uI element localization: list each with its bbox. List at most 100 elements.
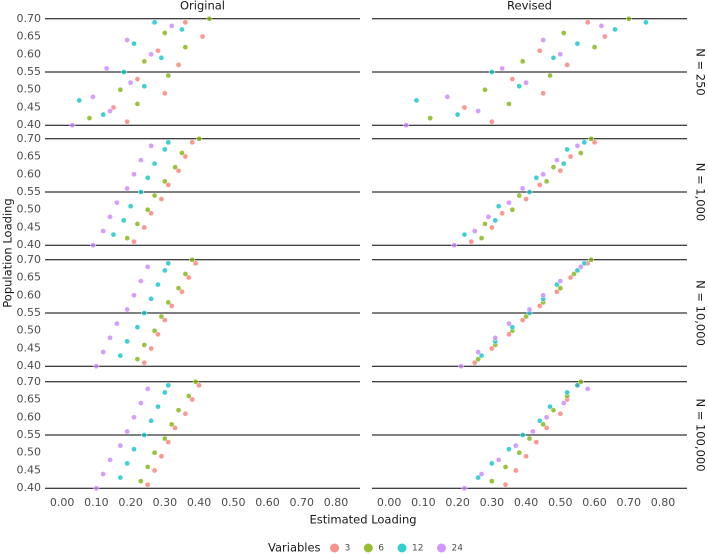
point bbox=[550, 164, 557, 171]
point bbox=[643, 19, 649, 26]
point bbox=[488, 118, 495, 125]
x-axis-label: Estimated Loading bbox=[309, 513, 416, 527]
point bbox=[107, 108, 113, 114]
point bbox=[134, 101, 141, 107]
point bbox=[90, 93, 96, 100]
y-tick-label: 0.60 bbox=[17, 410, 42, 423]
point bbox=[141, 58, 148, 65]
point bbox=[536, 303, 543, 309]
point bbox=[588, 135, 594, 142]
point bbox=[536, 417, 543, 424]
point bbox=[165, 72, 172, 79]
point bbox=[488, 224, 495, 231]
point bbox=[557, 167, 564, 174]
point bbox=[502, 464, 509, 470]
point bbox=[192, 260, 199, 267]
point bbox=[151, 19, 158, 26]
point bbox=[499, 65, 505, 72]
x-tick-label: 0.50 bbox=[221, 496, 246, 509]
point bbox=[533, 439, 540, 445]
y-tick-label: 0.70 bbox=[17, 253, 42, 266]
point bbox=[567, 274, 574, 281]
point bbox=[141, 83, 148, 90]
point bbox=[151, 160, 158, 167]
point bbox=[124, 185, 131, 192]
point bbox=[523, 196, 529, 202]
point bbox=[124, 338, 131, 345]
point bbox=[591, 139, 598, 146]
point bbox=[161, 90, 168, 97]
point bbox=[543, 414, 550, 421]
point bbox=[117, 352, 124, 359]
point bbox=[158, 196, 165, 202]
point bbox=[492, 334, 499, 341]
point bbox=[574, 40, 581, 47]
point bbox=[182, 153, 189, 160]
point bbox=[475, 108, 481, 114]
y-tick-label: 0.55 bbox=[17, 185, 42, 198]
point bbox=[550, 407, 557, 414]
point bbox=[581, 260, 588, 267]
legend-label: 12 bbox=[412, 544, 423, 554]
point bbox=[526, 306, 533, 313]
point bbox=[100, 471, 107, 477]
point bbox=[478, 352, 485, 359]
point bbox=[560, 400, 567, 406]
point bbox=[151, 467, 158, 474]
point bbox=[148, 295, 154, 302]
point bbox=[138, 157, 144, 163]
point bbox=[540, 171, 547, 178]
point bbox=[502, 481, 509, 488]
point bbox=[601, 33, 608, 40]
point bbox=[506, 331, 512, 338]
point bbox=[557, 285, 564, 292]
row-label: N = 100,000 bbox=[694, 398, 708, 471]
point bbox=[519, 432, 526, 438]
point bbox=[588, 256, 594, 263]
point bbox=[557, 51, 564, 58]
point bbox=[158, 453, 165, 460]
point bbox=[584, 19, 591, 26]
point bbox=[506, 446, 512, 453]
point bbox=[141, 224, 148, 231]
point bbox=[168, 421, 175, 428]
point bbox=[131, 292, 137, 299]
x-tick-label: 0.20 bbox=[445, 496, 470, 509]
legend-swatch bbox=[330, 543, 340, 553]
point bbox=[557, 410, 564, 417]
y-tick-label: 0.50 bbox=[17, 83, 42, 96]
point bbox=[134, 76, 141, 82]
point bbox=[165, 299, 172, 306]
point bbox=[120, 217, 127, 224]
point bbox=[547, 403, 553, 410]
point bbox=[120, 69, 127, 75]
point bbox=[554, 288, 560, 295]
point bbox=[578, 378, 584, 385]
point bbox=[206, 15, 213, 22]
point bbox=[103, 65, 110, 72]
x-tick-label: 0.00 bbox=[50, 496, 75, 509]
point bbox=[495, 203, 502, 210]
point bbox=[567, 153, 574, 160]
point bbox=[461, 104, 468, 111]
point bbox=[93, 485, 100, 492]
point bbox=[179, 26, 185, 33]
point bbox=[141, 310, 148, 316]
x-tick-label: 0.30 bbox=[153, 496, 178, 509]
x-tick-label: 0.00 bbox=[377, 496, 402, 509]
point bbox=[172, 425, 178, 431]
y-tick-label: 0.55 bbox=[17, 428, 42, 441]
point bbox=[547, 72, 553, 79]
point bbox=[526, 435, 533, 442]
point bbox=[506, 199, 512, 206]
point bbox=[185, 274, 192, 281]
point bbox=[158, 313, 165, 320]
x-tick-label: 0.40 bbox=[514, 496, 539, 509]
point bbox=[482, 221, 488, 227]
point bbox=[540, 90, 547, 97]
point bbox=[196, 382, 202, 389]
point bbox=[574, 143, 581, 149]
point bbox=[161, 317, 168, 323]
point bbox=[571, 271, 577, 277]
point bbox=[523, 453, 529, 460]
